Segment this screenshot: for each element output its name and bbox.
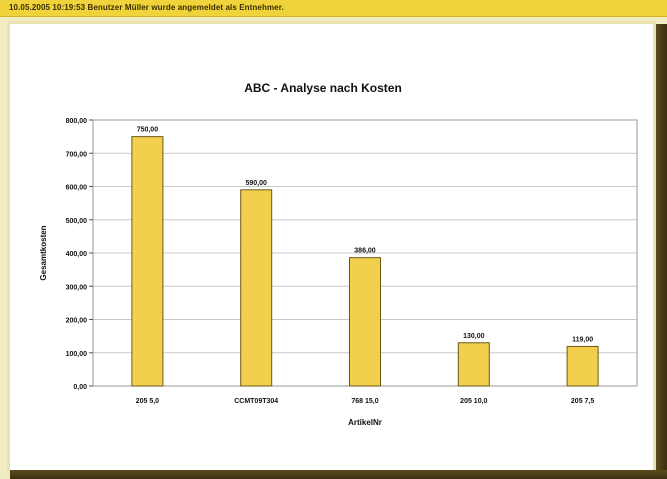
bar bbox=[349, 257, 381, 387]
bar-value-label: 119,00 bbox=[572, 336, 593, 343]
y-tick-label: 500,00 bbox=[66, 218, 88, 225]
chart-title: ABC - Analyse nach Kosten bbox=[244, 81, 402, 95]
panel-shadow-bottom bbox=[10, 470, 667, 479]
y-axis-label: Gesamtkosten bbox=[39, 225, 48, 280]
bar bbox=[566, 345, 599, 387]
bars: 750,00 590,00 386,00 130,00 119,00 bbox=[131, 127, 599, 387]
y-tick-label: 0,00 bbox=[73, 384, 87, 391]
bar bbox=[131, 136, 164, 387]
status-bar: 10.05.2005 10:19:53 Benutzer Müller wurd… bbox=[0, 0, 667, 17]
bar-value-label: 590,00 bbox=[245, 180, 267, 187]
chart-panel: ABC - Analyse nach Kosten 0,00 100,00 200,… bbox=[10, 24, 653, 470]
x-axis-label: ArtikelNr bbox=[348, 418, 382, 427]
x-tick-label: 205 5,0 bbox=[136, 398, 159, 405]
bar-value-label: 386,00 bbox=[354, 248, 376, 255]
y-axis-ticks: 0,00 100,00 200,00 300,00 400,00 500,00 600,00… bbox=[66, 118, 93, 391]
y-tick-label: 200,00 bbox=[66, 318, 88, 325]
x-tick-label: 205 7,5 bbox=[571, 398, 594, 405]
panel-shadow-right bbox=[656, 24, 667, 479]
x-tick-label: CCMT09T304 bbox=[234, 398, 278, 405]
bar bbox=[457, 342, 490, 387]
abc-cost-chart: ABC - Analyse nach Kosten 0,00 100,00 200,… bbox=[39, 81, 638, 427]
bar-value-label: 750,00 bbox=[137, 127, 159, 134]
x-tick-label: 768 15,0 bbox=[351, 398, 378, 405]
x-axis-ticks: 205 5,0 CCMT09T304 768 15,0 205 10,0 205 7,5 bbox=[136, 398, 595, 405]
bar bbox=[240, 189, 273, 387]
y-tick-label: 100,00 bbox=[66, 351, 88, 358]
y-tick-label: 700,00 bbox=[66, 151, 88, 158]
status-message: 10.05.2005 10:19:53 Benutzer Müller wurd… bbox=[9, 3, 284, 12]
bar-value-label: 130,00 bbox=[463, 333, 485, 340]
x-tick-label: 205 10,0 bbox=[460, 398, 487, 405]
y-tick-label: 400,00 bbox=[66, 251, 88, 258]
y-tick-label: 600,00 bbox=[66, 185, 88, 192]
y-tick-label: 300,00 bbox=[66, 284, 88, 291]
y-tick-label: 800,00 bbox=[66, 118, 88, 125]
